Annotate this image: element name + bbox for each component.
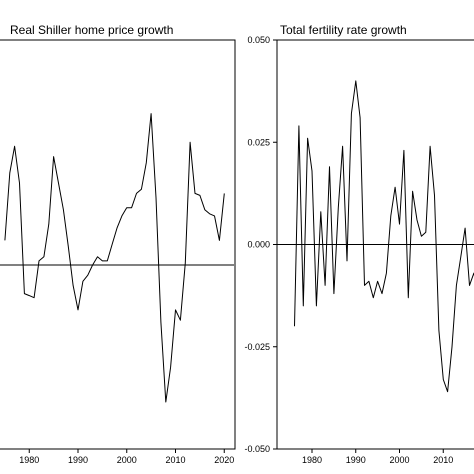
fertility-x-tick-label: 2010: [433, 455, 453, 465]
home-price-panel: Real Shiller home price growth 1980 1990 2…: [0, 23, 236, 465]
home-price-x-tick-label: 2020: [214, 455, 234, 465]
fertility-panel: Total fertility rate growth 0.0500.0250.…: [244, 23, 474, 465]
fertility-series: [294, 80, 474, 393]
fertility-series-line: [294, 80, 474, 393]
home-price-series-line: [4, 113, 225, 403]
fertility-y-tick-label: -0.025: [244, 342, 270, 352]
fertility-x-axis: 1980 1990 2000 2010: [302, 449, 453, 465]
fertility-y-tick-label: -0.050: [244, 444, 270, 454]
fertility-x-tick-label: 1990: [346, 455, 366, 465]
home-price-x-tick-label: 2000: [117, 455, 137, 465]
home-price-x-tick-label: 1980: [19, 455, 39, 465]
fertility-title: Total fertility rate growth: [280, 23, 407, 37]
fertility-x-tick-label: 1980: [302, 455, 322, 465]
home-price-x-tick-label: 1990: [68, 455, 88, 465]
home-price-x-axis: 1980 1990 2000 2010 2020: [19, 449, 234, 465]
fertility-x-tick-label: 2000: [389, 455, 409, 465]
home-price-series: [4, 113, 225, 403]
fertility-y-tick-label: 0.050: [247, 35, 270, 45]
fertility-y-tick-label: 0.000: [247, 240, 270, 250]
home-price-x-tick-label: 2010: [165, 455, 185, 465]
home-price-plot-frame: [0, 39, 236, 450]
home-price-title: Real Shiller home price growth: [10, 23, 173, 37]
fertility-y-axis: 0.050 0.025 0.000 -0.025 -0.050: [244, 35, 277, 454]
fertility-y-tick-label: 0.025: [247, 137, 270, 147]
